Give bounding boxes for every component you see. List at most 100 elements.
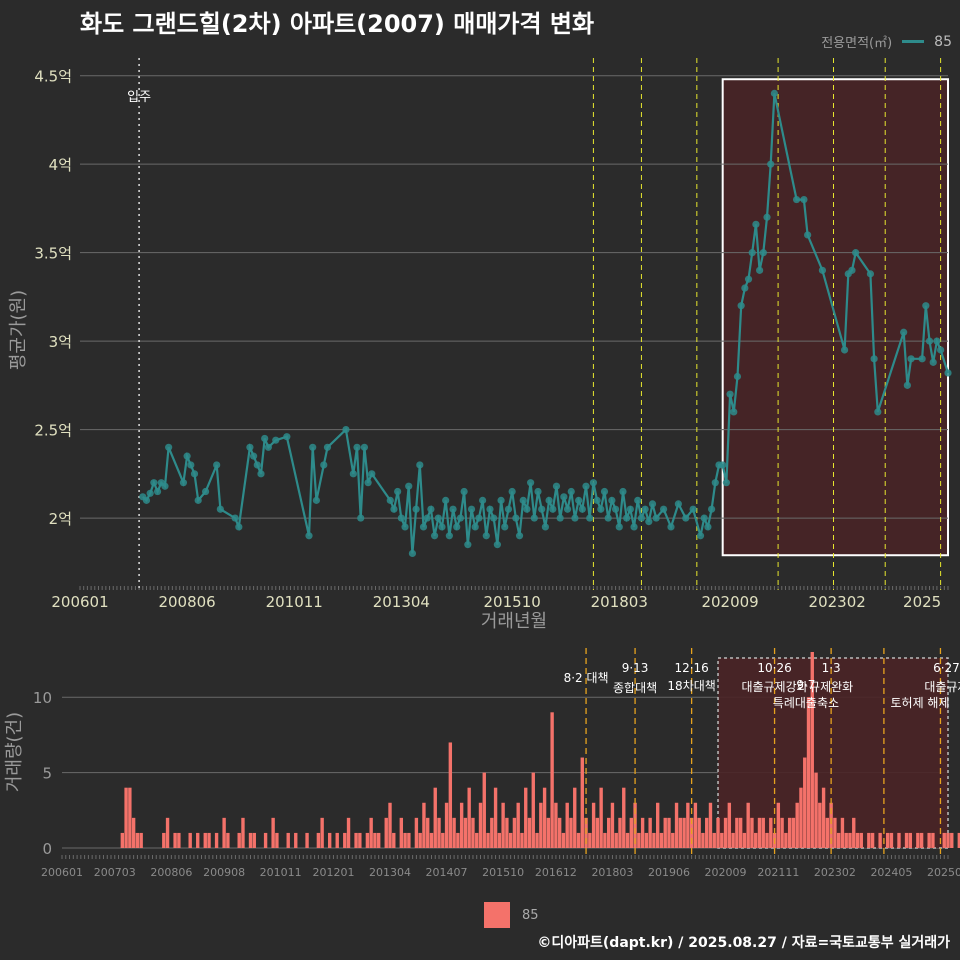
price-point: [397, 514, 405, 522]
volume-bar: [927, 832, 931, 848]
volume-bar: [120, 832, 125, 848]
y-tick-label: 5: [42, 765, 52, 783]
price-point: [253, 461, 261, 469]
price-point: [534, 487, 542, 496]
volume-bar: [629, 817, 633, 848]
price-point: [165, 443, 173, 451]
x-tick-label: 201201: [312, 866, 354, 879]
price-point: [453, 523, 461, 531]
price-point: [652, 514, 660, 522]
volume-bar: [750, 817, 754, 848]
price-point: [530, 514, 538, 522]
price-point: [770, 89, 779, 97]
volume-bar: [705, 817, 709, 848]
price-point: [538, 505, 546, 513]
volume-bar: [603, 832, 607, 848]
volume-bar: [475, 832, 479, 848]
price-point: [925, 337, 934, 345]
x-tick-label: 202508: [927, 866, 960, 879]
volume-bar: [516, 802, 520, 848]
price-point: [682, 514, 690, 522]
source-caption: ©디아파트(dapt.kr) / 2025.08.27 / 자료=국토교통부 실…: [537, 935, 950, 951]
price-point: [187, 461, 195, 469]
volume-bar: [214, 832, 219, 848]
price-point: [918, 355, 926, 363]
volume-bar: [135, 832, 140, 848]
price-point: [504, 505, 513, 513]
volume-bar: [346, 817, 351, 848]
volume-bar: [950, 832, 954, 848]
price-point: [179, 479, 188, 487]
price-point: [445, 532, 453, 540]
x-tick-label: 200908: [203, 866, 245, 879]
price-point: [434, 514, 442, 522]
volume-bar: [520, 832, 524, 848]
volume-bar: [656, 802, 660, 848]
volume-bar: [693, 802, 698, 848]
volume-bar: [742, 832, 747, 848]
volume-bar: [535, 832, 539, 848]
price-point: [482, 532, 490, 540]
volume-bar: [806, 697, 811, 848]
volume-bar: [878, 832, 882, 848]
price-point: [501, 523, 509, 531]
volume-bar: [708, 802, 713, 848]
volume-bar: [931, 832, 935, 848]
volume-bar: [437, 817, 441, 848]
legend-bottom: 85: [484, 902, 539, 928]
volume-bar: [252, 832, 256, 848]
price-point: [408, 549, 417, 558]
price-point: [490, 514, 498, 522]
volume-bar: [444, 802, 449, 848]
price-point: [907, 355, 915, 363]
price-point: [726, 390, 734, 398]
price-point: [874, 408, 882, 416]
volume-bar: [478, 802, 483, 848]
volume-bar: [365, 832, 370, 848]
price-point: [201, 487, 210, 496]
y-axis-title: 거래량(건): [4, 712, 25, 792]
price-point: [386, 496, 394, 504]
volume-bar: [550, 712, 554, 848]
price-point: [213, 461, 221, 469]
volume-bar: [614, 832, 618, 848]
price-point: [146, 489, 154, 497]
volume-bar: [712, 832, 716, 848]
policy-label-line2: 대출규제강화: [741, 680, 807, 694]
volume-bar: [486, 832, 490, 848]
price-point: [190, 470, 199, 478]
volume-bar: [836, 832, 841, 848]
volume-bar: [825, 817, 830, 848]
volume-bar: [531, 772, 535, 848]
volume-bar: [343, 832, 347, 848]
volume-bar: [433, 787, 437, 848]
volume-bar: [957, 832, 960, 848]
price-point: [759, 249, 767, 257]
volume-bar: [731, 832, 735, 848]
volume-bar: [723, 817, 728, 848]
price-point: [527, 479, 535, 487]
volume-bar: [610, 802, 615, 848]
price-point: [309, 443, 317, 451]
x-tick-label: 202111: [757, 866, 799, 879]
volume-bar: [422, 802, 426, 848]
price-point: [519, 496, 527, 504]
y-tick-label: 2.5억: [34, 422, 72, 440]
volume-bar: [493, 787, 498, 848]
price-point: [161, 482, 169, 490]
volume-bar: [226, 832, 230, 848]
price-point: [752, 220, 760, 228]
price-point: [320, 461, 328, 469]
volume-bar: [784, 832, 788, 848]
price-point: [545, 496, 553, 504]
policy-label-line2: 종합대책: [613, 680, 657, 695]
policy-label: 10·26: [757, 661, 791, 675]
y-tick-label: 0: [42, 840, 52, 858]
volume-bar: [554, 802, 558, 848]
price-point: [323, 443, 332, 451]
policy-label: 토허제 해제: [890, 696, 949, 710]
volume-bar: [738, 817, 743, 848]
volume-bar: [377, 832, 381, 848]
policy-label: 12·16: [674, 661, 708, 675]
volume-bar: [829, 802, 833, 848]
